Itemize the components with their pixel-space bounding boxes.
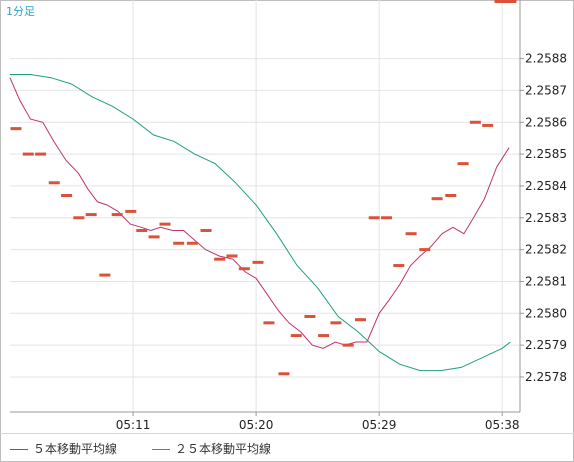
price-marker <box>355 318 367 322</box>
price-marker <box>445 193 457 197</box>
price-marker <box>85 213 97 217</box>
legend-ma5: ５本移動平均線 <box>10 440 117 457</box>
price-marker <box>73 216 85 220</box>
price-marker <box>278 372 290 376</box>
price-marker <box>482 123 494 127</box>
price-marker <box>368 216 380 220</box>
y-tick-label: 2.2588 <box>525 52 567 66</box>
y-tick-label: 2.2581 <box>525 274 567 288</box>
price-marker <box>159 222 171 226</box>
y-tick-label: 2.2578 <box>525 370 567 384</box>
period-label: 1分足 <box>6 5 35 18</box>
price-marker <box>61 193 73 197</box>
price-marker <box>186 241 198 245</box>
price-marker <box>263 321 275 325</box>
price-marker <box>125 209 137 213</box>
price-marker <box>173 241 185 245</box>
y-tick-label: 2.2583 <box>525 211 567 225</box>
y-tick-label: 2.2586 <box>525 115 567 129</box>
price-marker <box>342 343 354 347</box>
price-marker <box>381 216 393 220</box>
legend-ma5-swatch <box>10 449 28 450</box>
price-marker <box>318 334 330 338</box>
y-tick-label: 2.2580 <box>525 306 567 320</box>
price-marker <box>330 321 342 325</box>
price-marker <box>226 254 238 258</box>
price-marker <box>419 248 431 252</box>
price-marker <box>252 260 264 264</box>
price-marker <box>214 257 226 261</box>
price-marker <box>457 162 469 166</box>
price-marker <box>431 197 443 201</box>
y-tick-label: 2.2582 <box>525 243 567 257</box>
x-tick-label: 05:20 <box>239 418 274 432</box>
y-tick-label: 2.2579 <box>525 338 567 352</box>
price-marker <box>505 0 517 3</box>
y-tick-label: 2.2584 <box>525 179 567 193</box>
price-marker <box>10 127 22 131</box>
price-marker <box>200 229 212 233</box>
legend-ma25-swatch <box>152 449 170 450</box>
price-marker <box>22 152 34 156</box>
legend-ma5-label: ５本移動平均線 <box>33 442 118 456</box>
price-marker <box>405 232 417 236</box>
x-tick-label: 05:11 <box>116 418 151 432</box>
price-marker <box>148 235 160 239</box>
price-marker <box>48 181 60 185</box>
ma5-line <box>9 77 510 349</box>
price-marker <box>469 120 481 124</box>
y-tick-label: 2.2587 <box>525 83 567 97</box>
price-marker <box>238 267 250 271</box>
price-marker <box>290 334 302 338</box>
price-marker <box>393 264 405 268</box>
ma25-line <box>10 74 511 372</box>
price-marker <box>99 273 111 277</box>
x-tick-label: 05:38 <box>485 418 520 432</box>
price-marker <box>304 314 316 318</box>
price-marker <box>111 213 123 217</box>
y-tick-label: 2.2585 <box>525 147 567 161</box>
price-marker <box>494 0 506 3</box>
legend-ma25: ２５本移動平均線 <box>152 440 271 457</box>
x-tick-label: 05:29 <box>362 418 397 432</box>
legend-ma25-label: ２５本移動平均線 <box>175 442 272 456</box>
price-marker <box>136 229 148 233</box>
price-marker <box>35 152 47 156</box>
